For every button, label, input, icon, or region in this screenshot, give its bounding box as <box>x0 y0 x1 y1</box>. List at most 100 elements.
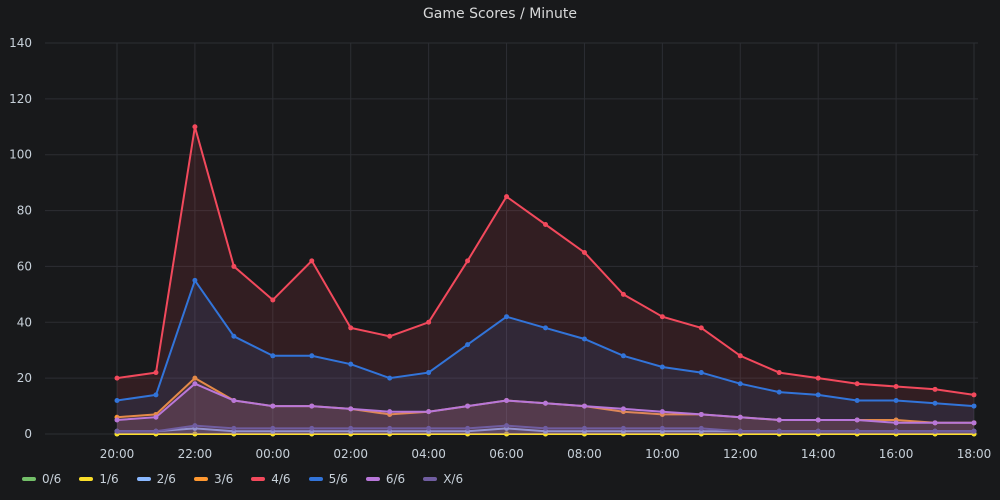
y-tick-label: 40 <box>17 315 32 329</box>
data-point <box>153 370 159 376</box>
data-point <box>153 414 159 420</box>
data-point <box>893 428 899 434</box>
data-point <box>854 417 860 423</box>
data-point <box>581 336 587 342</box>
data-point <box>348 361 354 367</box>
data-point <box>893 397 899 403</box>
data-point <box>659 409 665 415</box>
series-area <box>117 383 974 434</box>
data-point <box>309 403 315 409</box>
chart-legend: 0/6 1/6 2/6 3/6 4/6 5/6 6/6 X/6 <box>22 472 463 486</box>
data-point <box>737 381 743 387</box>
y-tick-label: 140 <box>9 36 32 50</box>
data-point <box>698 370 704 376</box>
legend-swatch <box>251 477 266 481</box>
x-tick-label: 02:00 <box>333 447 368 461</box>
data-point <box>153 392 159 398</box>
legend-label: 6/6 <box>385 472 406 486</box>
chart-series <box>114 124 977 437</box>
x-tick-label: 12:00 <box>723 447 758 461</box>
legend-item[interactable]: 6/6 <box>365 472 406 486</box>
data-point <box>114 417 120 423</box>
legend-item[interactable]: 3/6 <box>193 472 234 486</box>
data-point <box>426 425 432 431</box>
legend-swatch <box>423 477 438 481</box>
data-point <box>854 428 860 434</box>
data-point <box>815 375 821 381</box>
data-point <box>387 375 393 381</box>
data-point <box>309 425 315 431</box>
data-point <box>971 392 977 398</box>
data-point <box>114 375 120 381</box>
data-point <box>192 277 198 283</box>
legend-label: 1/6 <box>99 472 119 486</box>
data-point <box>387 425 393 431</box>
data-point <box>659 364 665 370</box>
data-point <box>504 397 510 403</box>
data-point <box>270 403 276 409</box>
data-point <box>309 258 315 264</box>
data-point <box>932 400 938 406</box>
data-point <box>504 194 510 200</box>
data-point <box>776 428 782 434</box>
series-area <box>117 126 974 435</box>
legend-item[interactable]: 1/6 <box>79 472 119 486</box>
data-point <box>231 425 237 431</box>
x-tick-label: 18:00 <box>957 447 992 461</box>
data-point <box>348 325 354 331</box>
legend-swatch <box>136 477 151 481</box>
legend-label: X/6 <box>443 472 464 486</box>
data-point <box>543 325 548 331</box>
data-point <box>815 392 821 398</box>
data-point <box>426 409 432 415</box>
legend-item[interactable]: X/6 <box>423 472 463 486</box>
x-tick-label: 20:00 <box>100 447 135 461</box>
data-point <box>581 425 587 431</box>
legend-label: 3/6 <box>213 472 234 486</box>
data-point <box>231 397 237 403</box>
data-point <box>971 428 977 434</box>
data-point <box>737 414 743 420</box>
data-point <box>815 428 821 434</box>
data-point <box>776 370 782 376</box>
series-area <box>117 378 974 434</box>
data-point <box>776 389 782 395</box>
series-area <box>117 280 974 434</box>
legend-swatch <box>79 477 94 481</box>
data-point <box>348 425 354 431</box>
data-point <box>620 291 626 297</box>
data-point <box>620 425 626 431</box>
data-point <box>270 425 276 431</box>
data-point <box>737 428 743 434</box>
legend-label: 5/6 <box>328 472 348 486</box>
data-point <box>893 420 899 426</box>
data-point <box>387 409 393 415</box>
data-point <box>387 333 393 339</box>
x-tick-label: 08:00 <box>567 447 602 461</box>
data-point <box>465 342 471 348</box>
legend-item[interactable]: 0/6 <box>22 472 61 486</box>
x-axis: 20:00 22:00 00:00 02:00 04:00 06:00 08:00 10:00… <box>100 447 992 461</box>
data-point <box>114 397 120 403</box>
data-point <box>465 403 471 409</box>
data-point <box>192 124 198 130</box>
data-point <box>698 425 704 431</box>
legend-label: 2/6 <box>156 472 176 486</box>
data-point <box>893 384 899 390</box>
y-tick-label: 20 <box>17 371 32 385</box>
data-point <box>114 428 120 434</box>
y-axis: 0 20 40 60 80 100 120 140 <box>9 36 32 441</box>
data-point <box>698 411 704 417</box>
data-point <box>426 319 432 325</box>
data-point <box>854 397 860 403</box>
data-point <box>504 314 510 320</box>
data-point <box>581 403 587 409</box>
legend-item[interactable]: 4/6 <box>251 472 291 486</box>
legend-item[interactable]: 5/6 <box>308 472 348 486</box>
data-point <box>192 375 198 381</box>
data-point <box>620 406 626 412</box>
legend-swatch <box>365 477 380 481</box>
legend-label: 4/6 <box>271 472 291 486</box>
data-point <box>465 258 471 264</box>
legend-item[interactable]: 2/6 <box>136 472 176 486</box>
